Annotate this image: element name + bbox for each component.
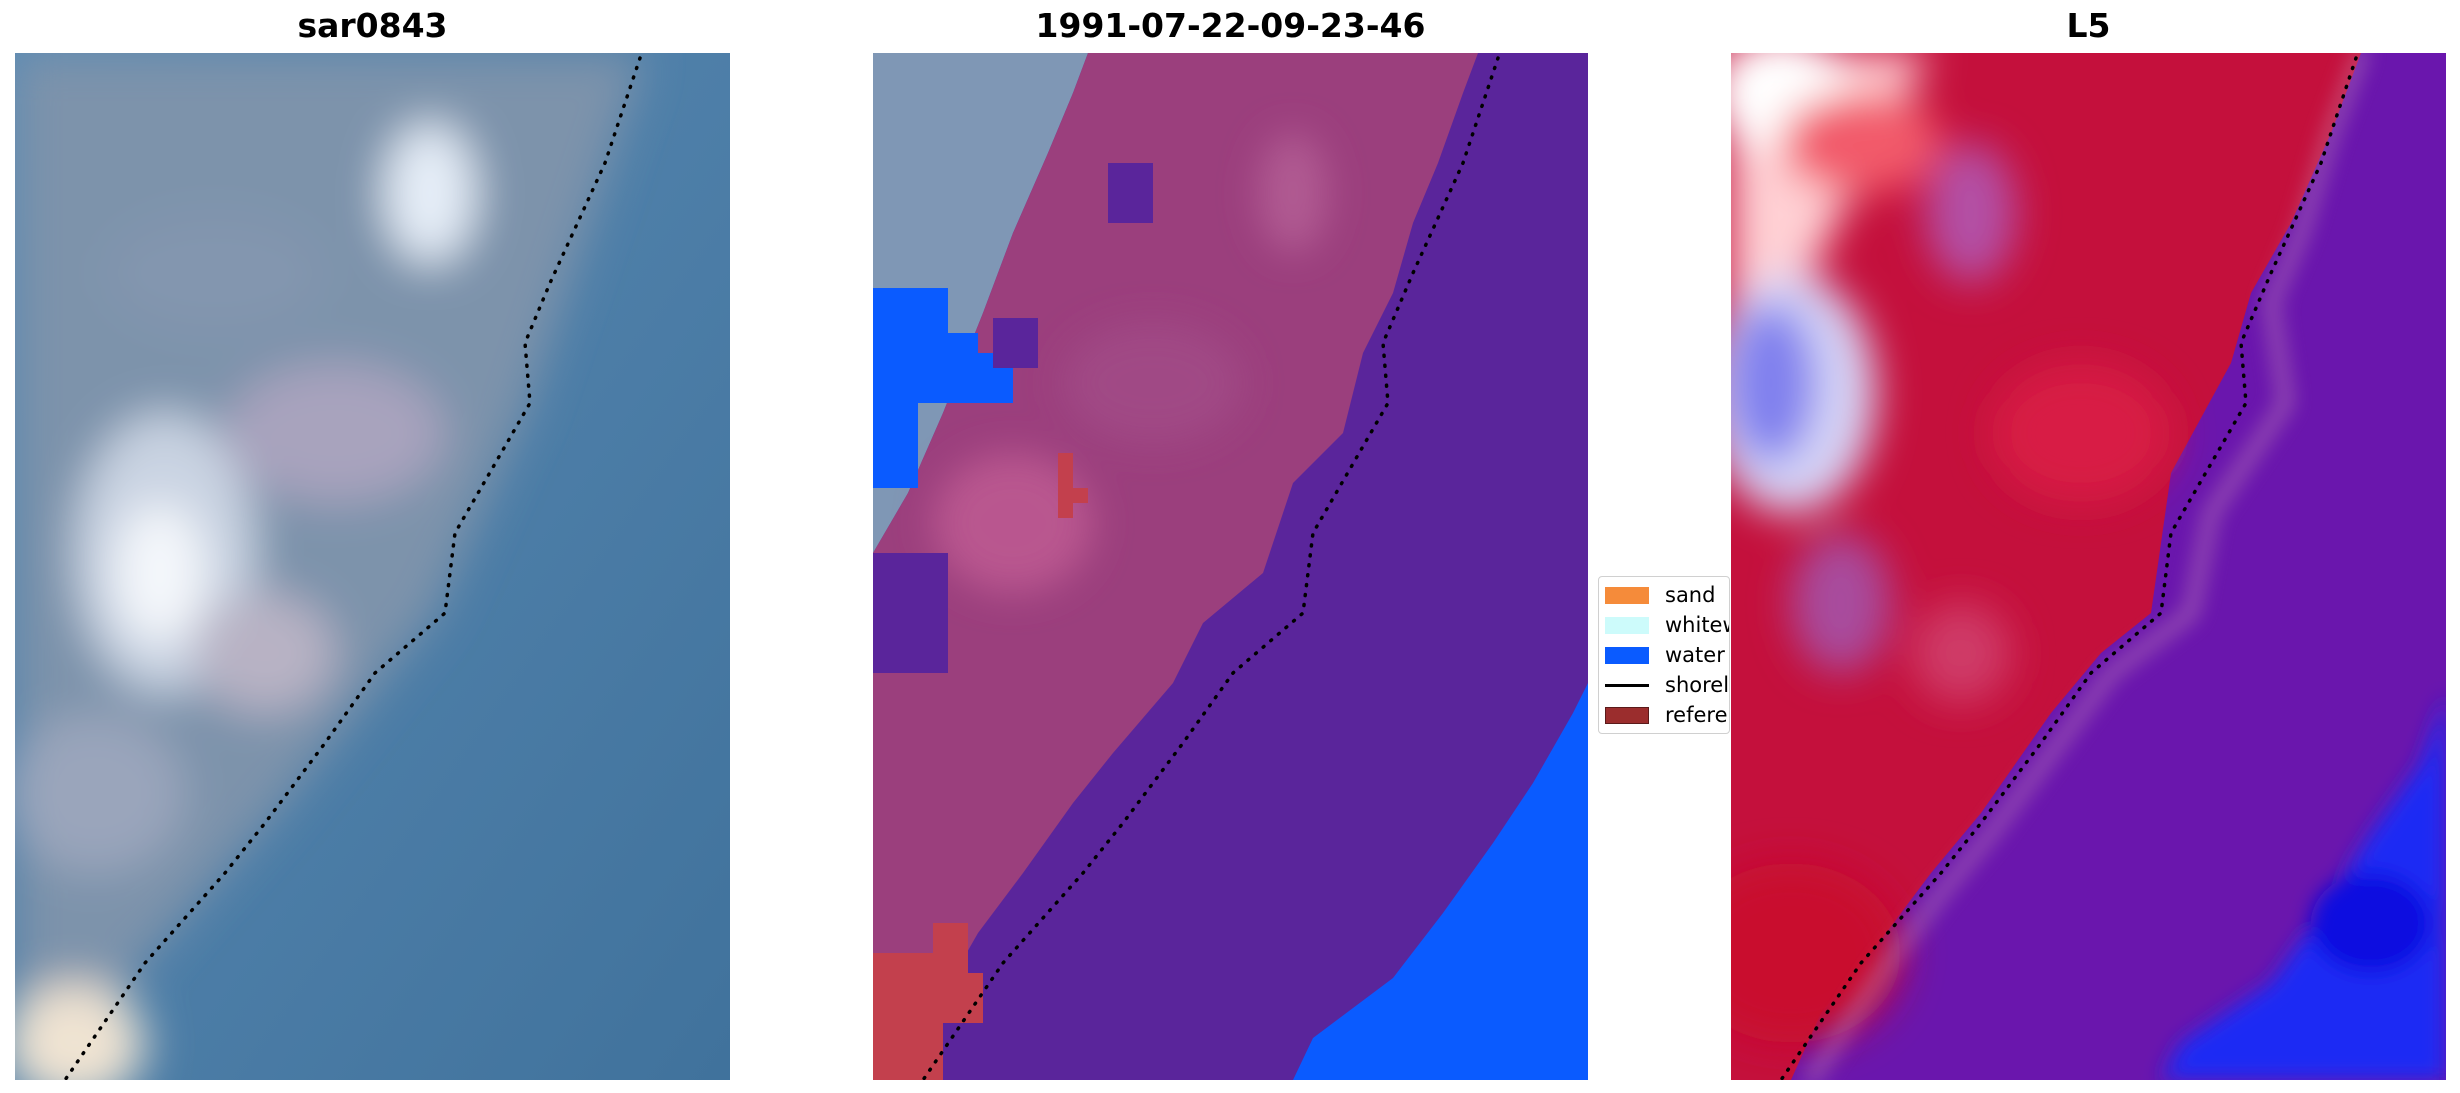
legend-label-shoreline: shoreline — [1665, 673, 1730, 697]
right-panel-title: L5 — [2066, 6, 2111, 45]
legend-item-shoreline: shoreline — [1605, 671, 1730, 699]
index-map-image — [1731, 53, 2446, 1080]
legend-item-water: water — [1605, 641, 1725, 669]
classification-svg — [873, 53, 1588, 1080]
legend-swatch-whitewater — [1605, 616, 1649, 634]
legend-swatch-reference — [1605, 706, 1649, 724]
legend-swatch-sand — [1605, 586, 1649, 604]
left-panel-title: sar0843 — [297, 6, 448, 45]
legend-line-shoreline — [1605, 683, 1649, 687]
legend-label-reference: reference — [1665, 703, 1729, 727]
legend-item-reference: reference — [1605, 701, 1729, 729]
classification-image — [873, 53, 1588, 1080]
legend-swatch-water — [1605, 646, 1649, 664]
satellite-rgb-image — [15, 53, 730, 1080]
legend-item-sand: sand — [1605, 581, 1715, 609]
legend-label-sand: sand — [1665, 583, 1716, 607]
middle-panel-title: 1991-07-22-09-23-46 — [1035, 6, 1426, 45]
satellite-rgb-svg — [15, 53, 730, 1080]
legend-label-water: water — [1665, 643, 1725, 667]
index-map-svg — [1731, 53, 2446, 1080]
